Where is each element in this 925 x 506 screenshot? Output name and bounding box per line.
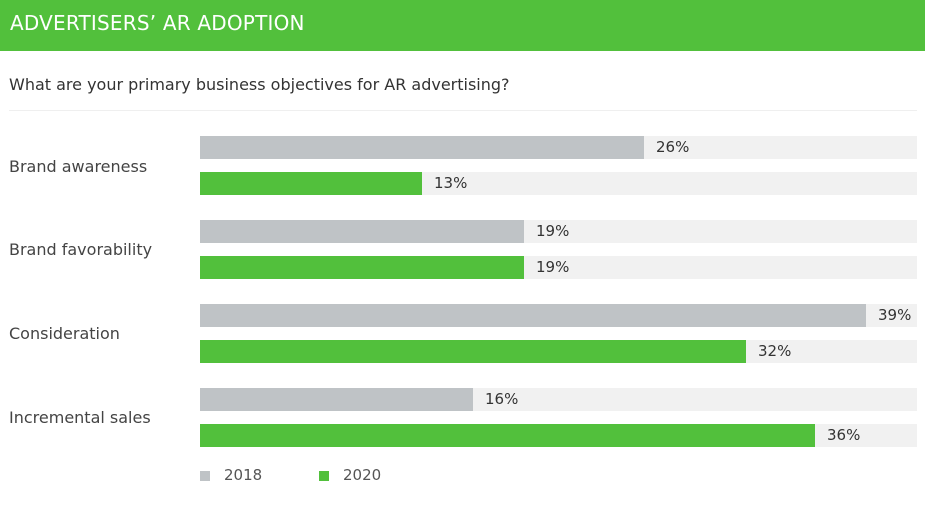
bar-track bbox=[200, 424, 917, 447]
legend-label: 2018 bbox=[224, 466, 263, 484]
bar-track bbox=[200, 304, 917, 327]
bar-2018 bbox=[200, 304, 866, 327]
header-title: ADVERTISERS’ AR ADOPTION bbox=[10, 11, 305, 35]
value-label: 36% bbox=[827, 426, 861, 444]
category-label: Brand awareness bbox=[9, 157, 148, 176]
legend-label: 2020 bbox=[343, 466, 382, 484]
bar-track bbox=[200, 220, 917, 243]
bar-2020 bbox=[200, 340, 746, 363]
bar-track bbox=[200, 340, 917, 363]
legend-swatch bbox=[319, 471, 329, 481]
header-banner: ADVERTISERS’ AR ADOPTION bbox=[0, 0, 925, 51]
bar-2020 bbox=[200, 424, 815, 447]
bar-2018 bbox=[200, 220, 524, 243]
bar-track bbox=[200, 172, 917, 195]
legend-swatch bbox=[200, 471, 210, 481]
value-label: 19% bbox=[536, 222, 570, 240]
category-label: Consideration bbox=[9, 324, 120, 343]
bar-2018 bbox=[200, 388, 473, 411]
chart-question: What are your primary business objective… bbox=[9, 75, 510, 94]
value-label: 19% bbox=[536, 258, 570, 276]
bar-2020 bbox=[200, 172, 422, 195]
value-label: 26% bbox=[656, 138, 690, 156]
value-label: 39% bbox=[878, 306, 912, 324]
category-label: Incremental sales bbox=[9, 408, 151, 427]
divider bbox=[9, 110, 917, 111]
value-label: 32% bbox=[758, 342, 792, 360]
bar-track bbox=[200, 388, 917, 411]
bar-track bbox=[200, 256, 917, 279]
bar-track bbox=[200, 136, 917, 159]
value-label: 16% bbox=[485, 390, 519, 408]
bar-2020 bbox=[200, 256, 524, 279]
value-label: 13% bbox=[434, 174, 468, 192]
bar-2018 bbox=[200, 136, 644, 159]
category-label: Brand favorability bbox=[9, 240, 153, 259]
